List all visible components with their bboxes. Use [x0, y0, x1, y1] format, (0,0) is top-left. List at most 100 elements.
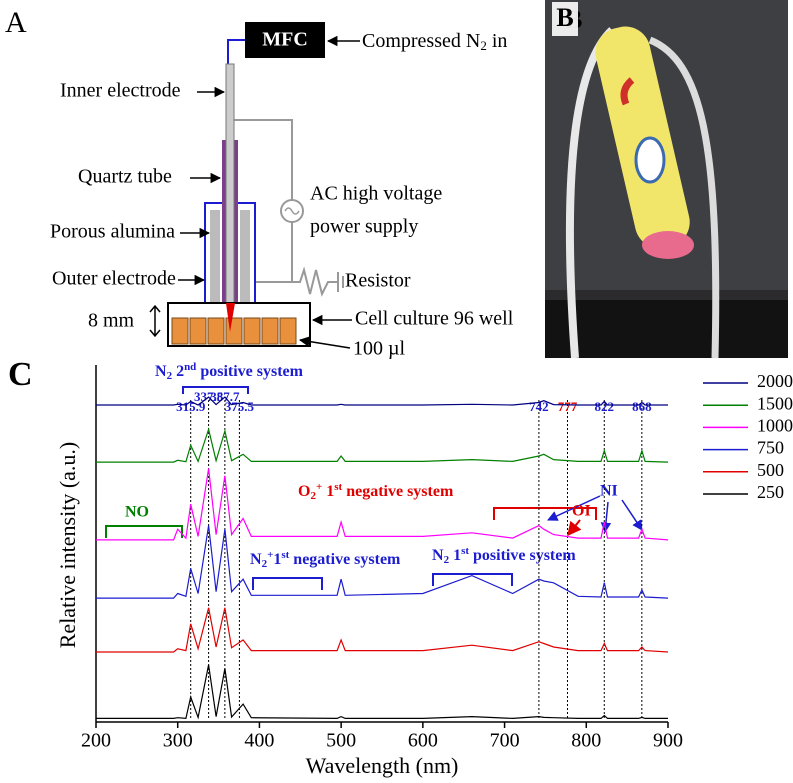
arrow: [621, 499, 643, 531]
device-tip: [642, 231, 694, 259]
label: power supply: [310, 216, 418, 238]
x-tick-label: 200: [81, 730, 111, 752]
text: N: [432, 547, 444, 564]
photo: B B: [545, 0, 788, 359]
device: [595, 26, 690, 249]
label: AC high voltage: [310, 183, 442, 205]
label: Porous alumina: [50, 221, 175, 243]
schematic: A MFC Compressed N2 in Inner electrode Q…: [5, 6, 514, 360]
text: 2: [444, 554, 450, 566]
text: N: [250, 551, 262, 568]
mfc-box: [245, 22, 325, 58]
plasma-jet: [226, 303, 235, 332]
legend-label: 750: [757, 438, 784, 458]
text: +: [316, 481, 322, 493]
tube: [648, 36, 720, 359]
y-axis-label: Relative intensity (a.u.): [55, 442, 80, 649]
text: 1: [449, 547, 461, 564]
annotation: N2+1st negative system: [250, 549, 401, 570]
bracket: [105, 525, 183, 538]
x-tick-label: 500: [326, 730, 356, 752]
text: nd: [184, 361, 196, 373]
text: 2: [262, 558, 268, 570]
panel-label: B: [556, 3, 573, 32]
x-tick-label: 400: [244, 730, 274, 752]
bracket: [432, 573, 513, 586]
text: positive system: [196, 363, 303, 380]
x-tick-label: 600: [408, 730, 438, 752]
gas-label: Compressed N2 in: [362, 30, 507, 53]
ac-symbol: [284, 207, 300, 215]
inner-electrode: [225, 63, 235, 305]
label: Cell culture 96 well: [355, 308, 514, 330]
arrow: [567, 519, 582, 537]
x-tick-label: 800: [571, 730, 601, 752]
gap-arrow: [149, 304, 161, 338]
peak-label: 375.5: [225, 399, 255, 414]
annotation: N2 2nd positive system: [155, 361, 304, 382]
panel-label: A: [5, 6, 27, 39]
label: Inner electrode: [60, 80, 181, 102]
text: 1: [273, 551, 281, 568]
logo: [634, 136, 666, 184]
text: +: [267, 549, 273, 561]
peak-label: 868: [632, 399, 652, 414]
annotation: O2+ 1st negative system: [298, 481, 454, 502]
spectrum-line: [96, 525, 669, 599]
label: Outer electrode: [52, 268, 176, 290]
arrow: [547, 495, 601, 521]
legend-label: 1500: [757, 393, 793, 413]
x-tick-label: 900: [653, 730, 683, 752]
peak-label: 777: [558, 399, 578, 414]
gas-line: [227, 39, 245, 66]
wells: [171, 317, 297, 345]
annotation: NO: [125, 504, 149, 521]
panel-label: C: [8, 356, 33, 393]
annotation: NI: [600, 483, 618, 500]
mfc-label: MFC: [262, 29, 308, 51]
spectrum-line: [96, 396, 668, 406]
text: st: [461, 545, 469, 557]
peak-label: 337.8: [194, 389, 224, 404]
text: 2: [480, 38, 487, 53]
arrow: [298, 336, 351, 349]
text: 2: [172, 363, 184, 380]
annotation: N2 1st positive system: [432, 545, 576, 566]
legend-label: 2000: [757, 371, 793, 391]
legend-label: 500: [757, 460, 784, 480]
text: N: [155, 363, 167, 380]
text: 2: [167, 370, 173, 382]
spectra-chart: C Wavelength (nm) Relative intensity (a.…: [8, 356, 793, 778]
peak-label: 315.9: [176, 399, 206, 414]
spectrum-line: [96, 607, 669, 653]
text: st: [281, 549, 289, 561]
text: st: [334, 481, 342, 493]
clip: [620, 77, 635, 106]
text: in: [487, 30, 508, 52]
label: Resistor: [345, 270, 411, 292]
photo-table: [545, 300, 788, 358]
label-back: [552, 2, 578, 36]
x-axis-label: Wavelength (nm): [306, 753, 459, 778]
text: 1: [322, 483, 334, 500]
text: positive system: [469, 547, 576, 564]
text: Compressed N: [362, 30, 480, 52]
wires: [233, 119, 344, 297]
spectrum-line: [96, 468, 669, 541]
text: negative system: [342, 483, 454, 500]
bracket: [182, 386, 249, 394]
text: 2: [310, 490, 316, 502]
label: Quartz tube: [78, 166, 172, 188]
bracket: [252, 577, 323, 590]
peak-label: 822: [595, 399, 615, 414]
label: 100 µl: [353, 338, 406, 360]
legend-label: 250: [757, 482, 784, 502]
legend-label: 1000: [757, 416, 793, 436]
x-tick-label: 700: [490, 730, 520, 752]
alumina: [240, 210, 250, 305]
text: O: [298, 483, 310, 500]
spectrum-line: [96, 427, 669, 464]
annotation: OI: [572, 503, 591, 520]
text: negative system: [289, 551, 401, 568]
